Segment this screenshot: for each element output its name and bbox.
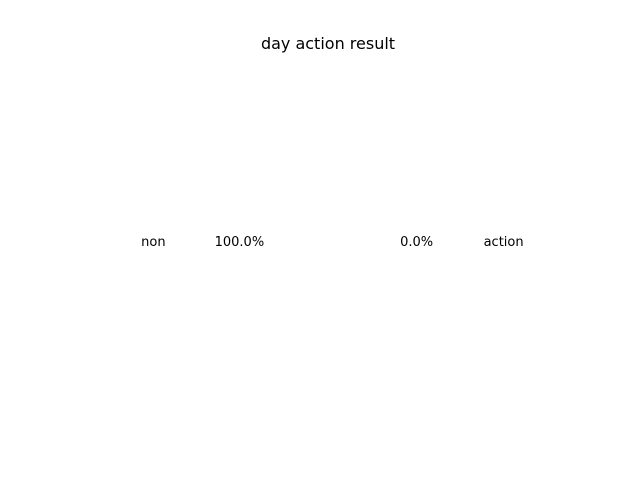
pie-labels: non 100.0% action 0.0% <box>141 235 523 250</box>
pie-label-action: action <box>484 235 524 250</box>
chart-title: day action result <box>261 34 395 53</box>
pie-value-label-non: 100.0% <box>215 235 265 250</box>
pie-label-non: non <box>141 235 165 250</box>
pie-slices <box>240 155 412 327</box>
pie-value-label-action: 0.0% <box>400 235 433 250</box>
pie-slice-non <box>240 155 412 327</box>
